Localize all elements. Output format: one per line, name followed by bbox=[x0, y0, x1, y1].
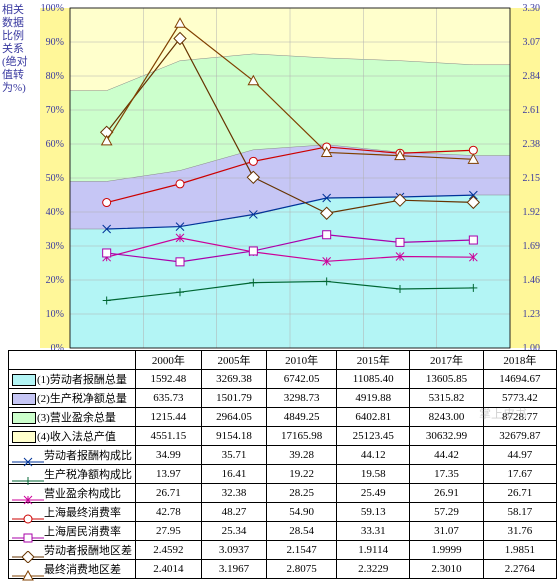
svg-text:30%: 30% bbox=[46, 241, 64, 252]
data-table: 2000年2005年2010年2015年2017年2018年(1)劳动者报酬总量… bbox=[8, 350, 557, 579]
svg-text:1.46: 1.46 bbox=[523, 275, 541, 286]
svg-text:2.15: 2.15 bbox=[523, 173, 541, 184]
svg-text:70%: 70% bbox=[46, 105, 64, 116]
svg-text:1.69: 1.69 bbox=[523, 241, 541, 252]
svg-text:20%: 20% bbox=[46, 275, 64, 286]
svg-text:3.30: 3.30 bbox=[523, 3, 541, 14]
chart-area: 0%10%20%30%40%50%60%70%80%90%100%1.001.2… bbox=[0, 0, 557, 360]
svg-text:1.23: 1.23 bbox=[523, 309, 541, 320]
svg-text:100%: 100% bbox=[41, 3, 64, 14]
svg-text:40%: 40% bbox=[46, 207, 64, 218]
svg-text:1.92: 1.92 bbox=[523, 207, 541, 218]
svg-text:80%: 80% bbox=[46, 71, 64, 82]
svg-text:2.84: 2.84 bbox=[523, 71, 541, 82]
svg-text:50%: 50% bbox=[46, 173, 64, 184]
svg-text:60%: 60% bbox=[46, 139, 64, 150]
svg-text:90%: 90% bbox=[46, 37, 64, 48]
svg-text:3.07: 3.07 bbox=[523, 37, 541, 48]
svg-text:2.61: 2.61 bbox=[523, 105, 541, 116]
svg-text:10%: 10% bbox=[46, 309, 64, 320]
svg-text:2.38: 2.38 bbox=[523, 139, 541, 150]
watermark: 掌上皮书 bbox=[479, 405, 527, 422]
